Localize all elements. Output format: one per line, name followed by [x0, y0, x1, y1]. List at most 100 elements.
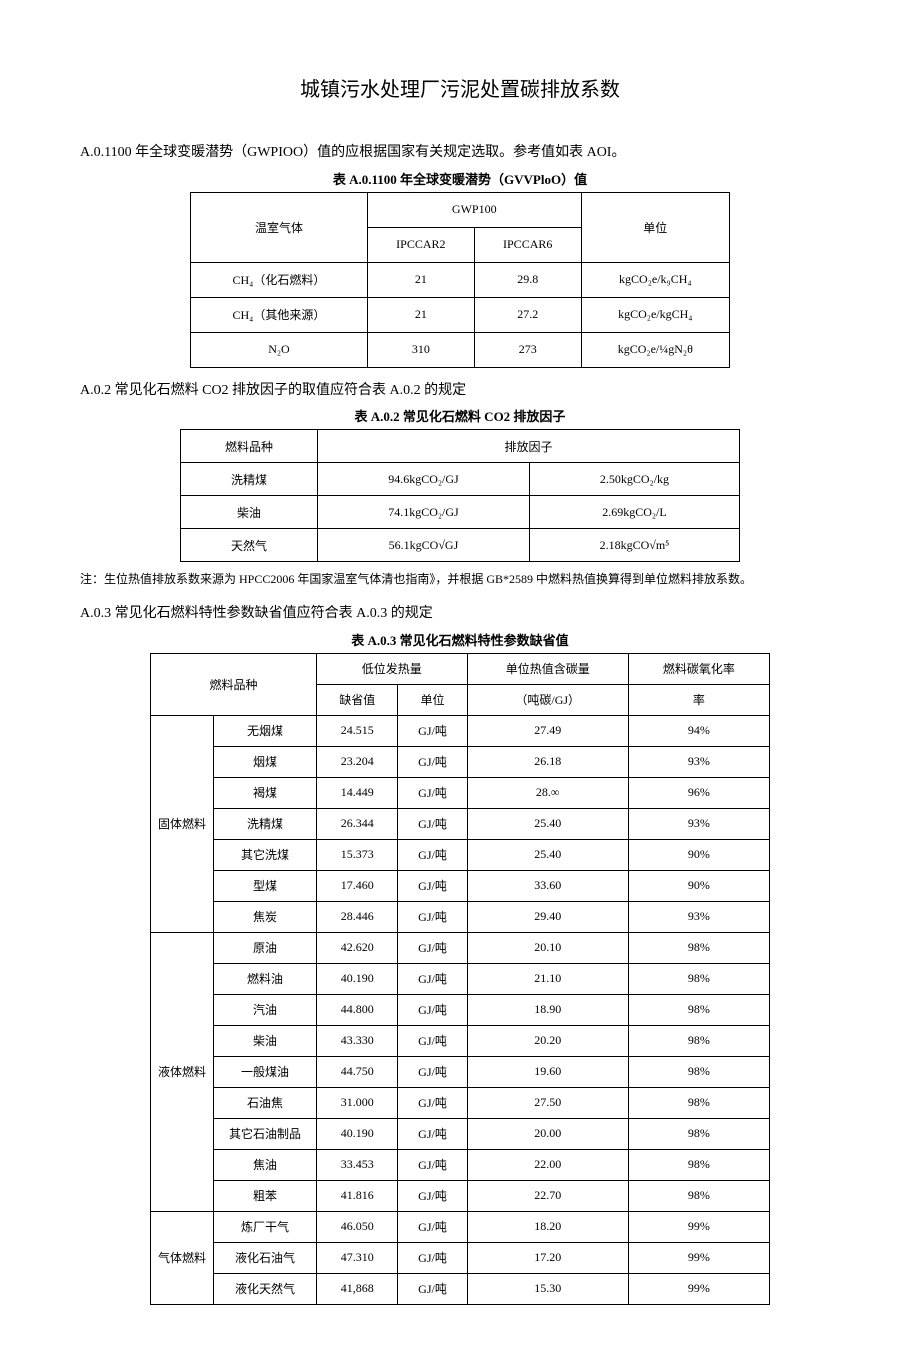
table-row: 烟煤 23.204 GJ/吨 26.18 93%	[151, 746, 770, 777]
cell-ncv-unit: GJ/吨	[398, 808, 467, 839]
cell-name: 液化天然气	[214, 1273, 317, 1304]
th-ncv-def: 缺省值	[317, 684, 398, 715]
cell-carbon: 19.60	[467, 1056, 628, 1087]
cell-unit: kgCO₂e/¼gN₂θ	[581, 332, 729, 367]
cell-ncv-unit: GJ/吨	[398, 994, 467, 1025]
th-ncv: 低位发热量	[317, 653, 468, 684]
cell-unit: kgCO₂e/k₉CH₄	[581, 262, 729, 297]
cell-ncv-val: 31.000	[317, 1087, 398, 1118]
table-row: 天然气 56.1kgCO√GJ 2.18kgCO√m⁵	[181, 529, 740, 562]
cell-carbon: 21.10	[467, 963, 628, 994]
cell-ncv-unit: GJ/吨	[398, 932, 467, 963]
cell-carbon: 29.40	[467, 901, 628, 932]
cell-oxid: 98%	[628, 1056, 769, 1087]
cell-carbon: 25.40	[467, 808, 628, 839]
cell-name: 型煤	[214, 870, 317, 901]
cell-carbon: 15.30	[467, 1273, 628, 1304]
table-row: 柴油 43.330 GJ/吨 20.20 98%	[151, 1025, 770, 1056]
cell-name: 一般煤油	[214, 1056, 317, 1087]
cell-ncv-unit: GJ/吨	[398, 777, 467, 808]
cell-ar2: 310	[367, 332, 474, 367]
table-a03: 燃料品种 低位发热量 单位热值含碳量 燃料碳氧化率 缺省值 单位 （吨碳/GJ）…	[150, 653, 770, 1305]
cell-ncv-unit: GJ/吨	[398, 870, 467, 901]
th-unit: 单位	[581, 192, 729, 262]
table-row: 褐煤 14.449 GJ/吨 28.∞ 96%	[151, 777, 770, 808]
table-row: 焦炭 28.446 GJ/吨 29.40 93%	[151, 901, 770, 932]
table-row: 液化石油气 47.310 GJ/吨 17.20 99%	[151, 1242, 770, 1273]
table-row: 固体燃料无烟煤 24.515 GJ/吨 27.49 94%	[151, 715, 770, 746]
table-row: N₂O 310 273 kgCO₂e/¼gN₂θ	[191, 332, 730, 367]
cell-ncv-unit: GJ/吨	[398, 901, 467, 932]
cell-ncv-unit: GJ/吨	[398, 1180, 467, 1211]
cell-f1: 56.1kgCO√GJ	[318, 529, 530, 562]
th-gwp: GWP100	[367, 192, 581, 227]
cell-gas: CH₄（化石燃料）	[191, 262, 368, 297]
cell-oxid: 98%	[628, 994, 769, 1025]
cell-ncv-unit: GJ/吨	[398, 1149, 467, 1180]
th-carbon-sub: （吨碳/GJ）	[467, 684, 628, 715]
cell-group: 气体燃料	[151, 1211, 214, 1304]
table-row: 型煤 17.460 GJ/吨 33.60 90%	[151, 870, 770, 901]
cell-fuel: 天然气	[181, 529, 318, 562]
table-row: 燃料油 40.190 GJ/吨 21.10 98%	[151, 963, 770, 994]
table-row: 焦油 33.453 GJ/吨 22.00 98%	[151, 1149, 770, 1180]
table-row: 洗精煤 26.344 GJ/吨 25.40 93%	[151, 808, 770, 839]
cell-ncv-unit: GJ/吨	[398, 1242, 467, 1273]
cell-oxid: 98%	[628, 963, 769, 994]
cell-carbon: 28.∞	[467, 777, 628, 808]
th-oxid: 燃料碳氧化率	[628, 653, 769, 684]
table-a01: 温室气体 GWP100 单位 IPCCAR2 IPCCAR6 CH₄（化石燃料）…	[190, 192, 730, 368]
table-row: 液体燃料原油 42.620 GJ/吨 20.10 98%	[151, 932, 770, 963]
th-fuel3: 燃料品种	[151, 653, 317, 715]
cell-carbon: 18.90	[467, 994, 628, 1025]
table-row: 汽油 44.800 GJ/吨 18.90 98%	[151, 994, 770, 1025]
th-ghg: 温室气体	[191, 192, 368, 262]
cell-carbon: 20.10	[467, 932, 628, 963]
cell-oxid: 98%	[628, 1087, 769, 1118]
cell-oxid: 99%	[628, 1242, 769, 1273]
page-title: 城镇污水处理厂污泥处置碳排放系数	[80, 73, 840, 102]
table-row: 石油焦 31.000 GJ/吨 27.50 98%	[151, 1087, 770, 1118]
cell-ncv-val: 41.816	[317, 1180, 398, 1211]
cell-unit: kgCO₂e/kgCH₄	[581, 297, 729, 332]
table-a02: 燃料品种 排放因子 洗精煤 94.6kgCO₂/GJ 2.50kgCO₂/kg柴…	[180, 429, 740, 562]
cell-carbon: 20.00	[467, 1118, 628, 1149]
table-a02-note: 注：生位热值排放系数来源为 HPCC2006 年国家温室气体清也指南》，并根据 …	[80, 570, 840, 589]
cell-ncv-val: 15.373	[317, 839, 398, 870]
cell-f2: 2.69kgCO₂/L	[529, 496, 739, 529]
cell-name: 烟煤	[214, 746, 317, 777]
th-carbon: 单位热值含碳量	[467, 653, 628, 684]
cell-ncv-val: 46.050	[317, 1211, 398, 1242]
section-a01-text: A.0.1100 年全球变暖潜势（GWPIOO）值的应根据国家有关规定选取。参考…	[80, 142, 840, 164]
cell-ncv-unit: GJ/吨	[398, 746, 467, 777]
cell-ncv-val: 28.446	[317, 901, 398, 932]
cell-oxid: 90%	[628, 839, 769, 870]
section-a02-text: A.0.2 常见化石燃料 CO2 排放因子的取值应符合表 A.0.2 的规定	[80, 380, 840, 402]
cell-group: 固体燃料	[151, 715, 214, 932]
cell-f1: 94.6kgCO₂/GJ	[318, 463, 530, 496]
cell-f2: 2.50kgCO₂/kg	[529, 463, 739, 496]
table-row: CH₄（化石燃料） 21 29.8 kgCO₂e/k₉CH₄	[191, 262, 730, 297]
cell-oxid: 98%	[628, 1180, 769, 1211]
cell-name: 褐煤	[214, 777, 317, 808]
cell-oxid: 98%	[628, 1025, 769, 1056]
cell-group: 液体燃料	[151, 932, 214, 1211]
cell-carbon: 25.40	[467, 839, 628, 870]
cell-oxid: 98%	[628, 1149, 769, 1180]
cell-carbon: 22.70	[467, 1180, 628, 1211]
cell-ncv-val: 44.750	[317, 1056, 398, 1087]
cell-carbon: 27.50	[467, 1087, 628, 1118]
table-a01-caption: 表 A.0.1100 年全球变暖潜势（GVVPloO）值	[80, 169, 840, 188]
table-a02-caption: 表 A.0.2 常见化石燃料 CO2 排放因子	[80, 406, 840, 425]
cell-carbon: 26.18	[467, 746, 628, 777]
table-row: 其它石油制品 40.190 GJ/吨 20.00 98%	[151, 1118, 770, 1149]
table-row: 柴油 74.1kgCO₂/GJ 2.69kgCO₂/L	[181, 496, 740, 529]
th-ar2: IPCCAR2	[367, 227, 474, 262]
cell-gas: N₂O	[191, 332, 368, 367]
cell-carbon: 22.00	[467, 1149, 628, 1180]
cell-name: 石油焦	[214, 1087, 317, 1118]
cell-fuel: 洗精煤	[181, 463, 318, 496]
cell-name: 粗苯	[214, 1180, 317, 1211]
cell-ncv-unit: GJ/吨	[398, 1025, 467, 1056]
cell-oxid: 99%	[628, 1273, 769, 1304]
